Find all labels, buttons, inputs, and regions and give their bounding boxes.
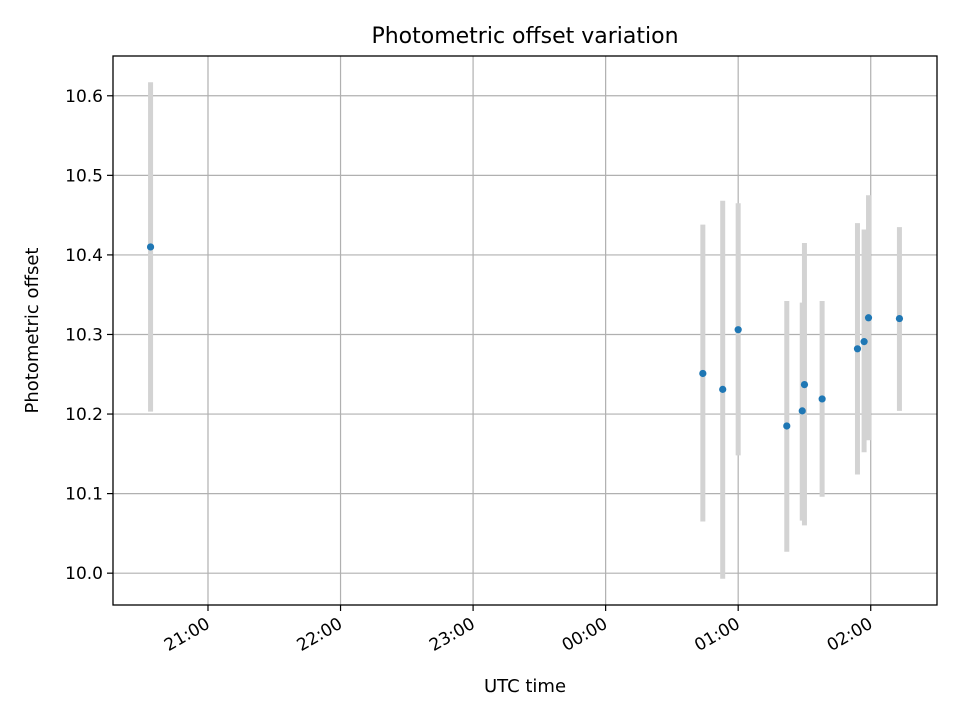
data-point (699, 369, 707, 378)
data-point (895, 314, 904, 323)
y-axis-label: Photometric offset (22, 248, 43, 414)
data-point (818, 395, 826, 403)
data-point (864, 314, 873, 322)
y-tick-label: 10.3 (65, 325, 103, 345)
data-points (146, 243, 904, 430)
data-point (734, 326, 742, 334)
y-tick-label: 10.2 (65, 405, 103, 425)
plot-frame (112, 55, 938, 606)
data-point (800, 381, 809, 389)
data-point (719, 385, 727, 393)
data-point (783, 422, 791, 430)
y-tick-label: 10.5 (65, 166, 103, 186)
y-tick-label: 10.1 (65, 485, 103, 505)
y-tick-label: 10.4 (65, 246, 103, 266)
data-point (798, 407, 806, 415)
x-axis-label: UTC time (484, 676, 566, 697)
chart-title: Photometric offset variation (371, 24, 678, 49)
y-tick-label: 10.0 (65, 564, 103, 584)
y-tick-label: 10.6 (65, 87, 103, 107)
data-point (860, 338, 868, 346)
data-point (853, 345, 862, 353)
data-point (146, 243, 155, 251)
